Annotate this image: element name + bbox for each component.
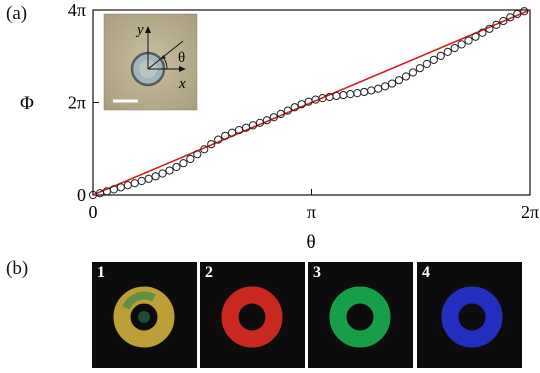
panel-b-label: (b) [6, 258, 29, 279]
data-point [422, 59, 431, 69]
image-tile: 1 [92, 262, 197, 368]
image-tile-label: 4 [422, 264, 430, 281]
linear-fit-line [92, 9, 531, 196]
data-point [200, 145, 209, 154]
data-point [513, 9, 522, 19]
image-tile: 3 [308, 262, 413, 368]
data-point [485, 24, 494, 33]
data-point [221, 131, 230, 140]
data-point [492, 20, 501, 29]
data-point [408, 68, 418, 77]
data-point [471, 32, 480, 41]
x-axis-label: θ [306, 232, 315, 253]
data-point [144, 174, 153, 183]
data-point [276, 109, 285, 119]
data-point [193, 150, 202, 159]
y-tick-label: 0 [77, 185, 86, 205]
data-point [332, 91, 341, 101]
data-point [116, 183, 125, 192]
x-ticks: 0 π 2π [89, 189, 539, 222]
data-point [506, 13, 515, 22]
ring-core [138, 311, 150, 323]
data-point [464, 36, 473, 45]
data-point [172, 162, 181, 172]
data-point [248, 121, 258, 130]
data-point [283, 106, 292, 115]
inset-micrograph: y x θ [103, 13, 198, 111]
data-point [478, 28, 487, 37]
ring-shape [329, 286, 391, 348]
inset-x-label: x [178, 76, 186, 92]
data-point [179, 159, 188, 168]
data-point [123, 181, 132, 190]
data-point [436, 51, 445, 60]
ring-image [329, 286, 391, 348]
data-point [429, 55, 438, 64]
data-point [290, 103, 299, 112]
data-point [262, 116, 271, 125]
data-point [214, 135, 223, 144]
image-tile-label: 2 [205, 264, 213, 281]
data-point [186, 154, 195, 164]
y-axis-label: Φ [20, 93, 34, 114]
x-tick-label: 0 [89, 202, 98, 222]
ring-image [441, 286, 503, 348]
panel-a-label: (a) [6, 3, 28, 24]
ring-image [221, 286, 283, 348]
data-point [394, 76, 404, 85]
data-point [130, 179, 139, 188]
data-point [346, 90, 355, 99]
data-point [360, 87, 369, 97]
ring-shape [441, 286, 503, 348]
y-tick-label: 4π [68, 0, 86, 20]
data-point [520, 7, 529, 16]
data-point [499, 16, 508, 26]
y-tick-label: 2π [68, 93, 86, 113]
data-point [228, 128, 237, 137]
inset-radius-line [147, 40, 184, 70]
ring-shade [122, 291, 156, 310]
data-point [401, 72, 411, 81]
ring-shape [221, 286, 283, 348]
data-point [255, 118, 265, 127]
x-tick-label: 2π [521, 202, 539, 222]
ring-image [113, 286, 175, 348]
image-tile: 4 [417, 262, 522, 368]
y-ticks: 0 2π 4π [68, 0, 99, 205]
data-point [374, 84, 383, 93]
phase-chart: 0 2π 4π 0 π 2π Φ θ y x θ [20, 0, 539, 253]
data-point [457, 40, 466, 49]
image-tile: 2 [200, 262, 305, 368]
data-point [137, 176, 146, 186]
data-point [381, 82, 390, 91]
data-point [367, 86, 376, 95]
image-tile-label: 1 [97, 264, 105, 281]
data-point [450, 43, 459, 53]
data-point [165, 166, 174, 175]
data-point [158, 169, 167, 178]
data-point [415, 64, 424, 73]
x-tick-label: π [307, 202, 316, 222]
data-point [269, 113, 278, 122]
image-tile-label: 3 [313, 264, 321, 281]
data-point [151, 172, 160, 181]
data-point [207, 140, 216, 149]
data-point [443, 47, 452, 57]
data-markers [88, 7, 529, 200]
data-point [297, 100, 306, 109]
data-point [387, 79, 397, 88]
data-point [353, 89, 362, 98]
inset-angle-label: θ [178, 50, 185, 66]
data-point [339, 90, 348, 100]
inset-y-label: y [135, 22, 144, 38]
